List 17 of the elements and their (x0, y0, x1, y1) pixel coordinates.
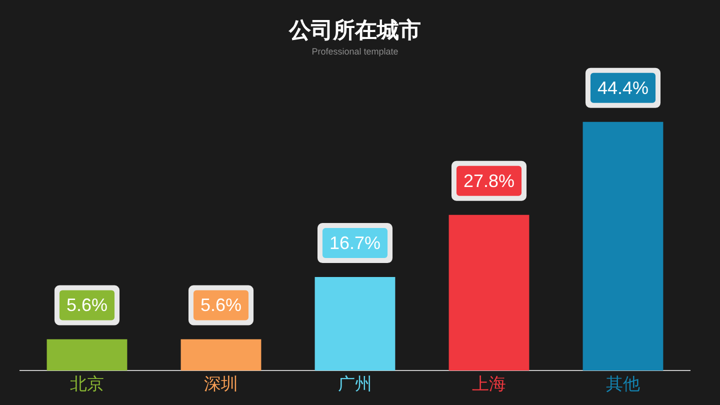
bar (180, 339, 262, 371)
data-label: 27.8% (463, 170, 515, 191)
bar (582, 122, 664, 371)
data-label: 16.7% (329, 233, 381, 254)
data-label: 5.6% (66, 295, 108, 316)
x-tick-label: 深圳 (204, 374, 238, 394)
x-tick-label: 上海 (472, 374, 506, 394)
x-tick-label: 其他 (606, 374, 640, 394)
bar (448, 214, 530, 371)
chart-title: 公司所在城市 (288, 17, 421, 42)
chart-subtitle: Professional template (312, 46, 398, 56)
bar (314, 277, 396, 371)
data-label: 5.6% (200, 295, 242, 316)
x-tick-label: 北京 (70, 374, 104, 394)
data-label: 44.4% (597, 78, 649, 98)
bar (46, 339, 128, 371)
x-tick-label: 广州 (338, 374, 372, 394)
